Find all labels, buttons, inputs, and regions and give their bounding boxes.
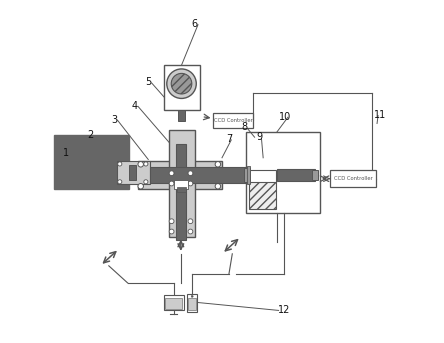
Bar: [249, 170, 276, 182]
Circle shape: [144, 180, 148, 184]
Text: 2: 2: [87, 130, 93, 141]
Bar: [177, 187, 186, 192]
Bar: [312, 170, 318, 180]
Bar: [246, 132, 320, 213]
Circle shape: [171, 73, 192, 94]
Circle shape: [118, 162, 122, 166]
Bar: [214, 113, 253, 128]
Circle shape: [188, 181, 193, 186]
Text: 8: 8: [241, 122, 247, 132]
Circle shape: [215, 184, 221, 189]
Bar: [178, 110, 185, 121]
Text: 3: 3: [111, 115, 117, 125]
Text: 5: 5: [145, 77, 151, 87]
Text: CCD Controller: CCD Controller: [214, 118, 252, 123]
Circle shape: [167, 69, 196, 98]
Bar: [247, 166, 250, 184]
Text: 6: 6: [191, 19, 198, 29]
Text: 12: 12: [278, 305, 290, 316]
Bar: [165, 298, 182, 309]
Circle shape: [118, 180, 122, 184]
Bar: [129, 165, 136, 180]
Circle shape: [144, 162, 148, 166]
Bar: [169, 130, 194, 237]
Bar: [138, 161, 222, 189]
Circle shape: [188, 171, 193, 176]
Circle shape: [215, 162, 221, 167]
Text: 7: 7: [226, 134, 232, 144]
Bar: [150, 167, 250, 183]
Text: 10: 10: [279, 111, 292, 122]
Bar: [330, 170, 377, 187]
Text: 9: 9: [257, 132, 263, 142]
Bar: [188, 298, 196, 310]
Circle shape: [188, 229, 193, 234]
Bar: [174, 180, 188, 189]
Bar: [164, 295, 183, 310]
Circle shape: [188, 219, 193, 224]
Circle shape: [169, 229, 174, 234]
Circle shape: [169, 219, 174, 224]
Bar: [54, 135, 129, 189]
Bar: [249, 173, 276, 209]
Bar: [244, 168, 250, 182]
Bar: [187, 294, 197, 312]
Text: 11: 11: [374, 110, 386, 120]
Circle shape: [191, 295, 193, 297]
Bar: [164, 65, 200, 110]
Text: CCD Controller: CCD Controller: [333, 176, 373, 181]
Bar: [176, 144, 186, 240]
Circle shape: [169, 181, 174, 186]
Text: 4: 4: [131, 101, 138, 111]
Circle shape: [138, 162, 143, 167]
Circle shape: [138, 184, 143, 189]
Bar: [117, 161, 150, 184]
Text: 1: 1: [63, 147, 69, 158]
Circle shape: [169, 171, 174, 176]
Bar: [277, 169, 315, 181]
